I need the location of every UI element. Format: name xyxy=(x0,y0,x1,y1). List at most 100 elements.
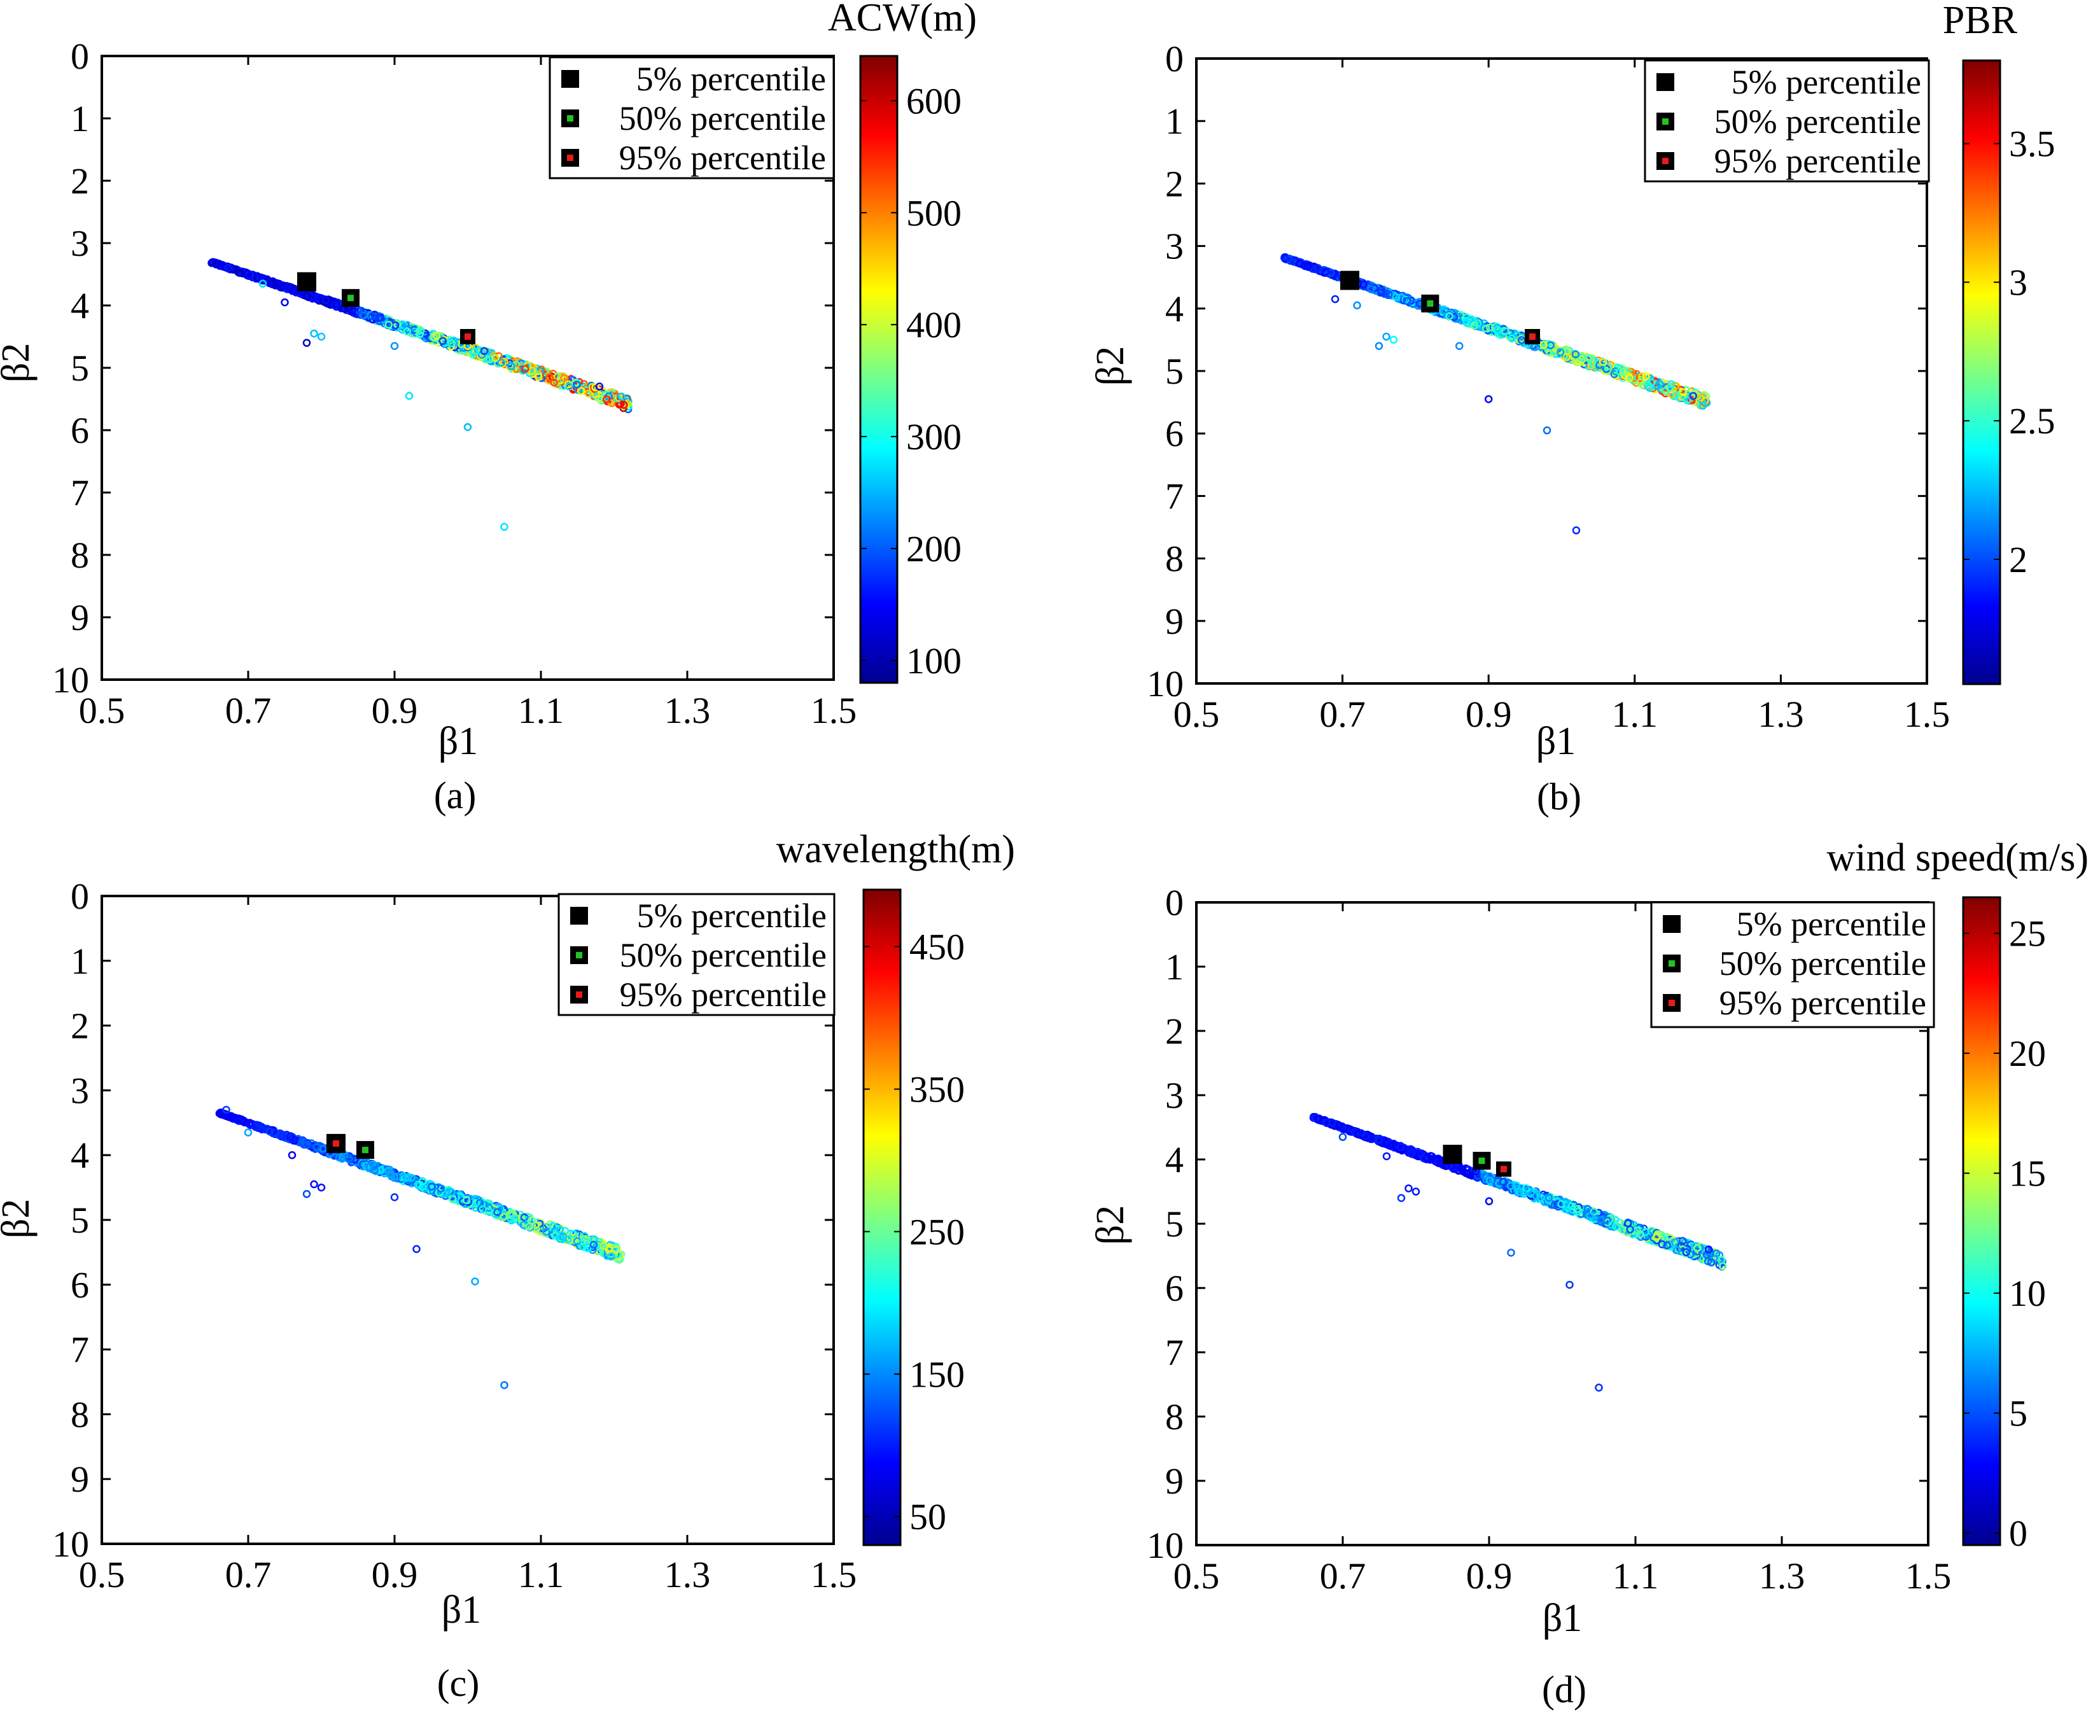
scatter-point xyxy=(507,1215,515,1223)
scatter-point xyxy=(1693,392,1702,400)
legend-label: 50% percentile xyxy=(619,99,826,137)
legend-box xyxy=(557,893,836,1016)
y-tick-label: 2 xyxy=(71,1005,89,1047)
scatter-point xyxy=(236,269,244,277)
scatter-point xyxy=(447,1188,456,1196)
outlier-point xyxy=(1382,1152,1391,1161)
scatter-point xyxy=(331,301,339,309)
y-tick-label: 6 xyxy=(1165,1268,1184,1309)
y-tick-label: 10 xyxy=(1147,1525,1184,1566)
x-tick-label: 1.5 xyxy=(811,690,857,731)
scatter-point xyxy=(1585,354,1594,363)
scatter-point xyxy=(1619,367,1628,376)
y-tick-label: 1 xyxy=(71,941,89,982)
scatter-point xyxy=(245,1119,253,1128)
scatter-point xyxy=(393,319,402,328)
colorbar-title: wavelength(m) xyxy=(776,828,1015,871)
x-tick-label: 0.5 xyxy=(1173,1555,1220,1597)
colorbar-tick-label: 2 xyxy=(2009,539,2027,580)
scatter-point xyxy=(1453,312,1462,321)
y-tick-label: 3 xyxy=(71,223,89,264)
scatter-point xyxy=(384,321,393,329)
outlier-point xyxy=(281,298,289,307)
scatter-point xyxy=(237,267,246,276)
y-tick-label: 5 xyxy=(71,347,89,389)
scatter-point xyxy=(1557,1200,1565,1208)
scatter-point xyxy=(1367,285,1375,293)
y-tick-label: 10 xyxy=(1147,663,1184,704)
colorbar-tick-label: 300 xyxy=(906,416,962,458)
y-tick-label: 5 xyxy=(71,1200,89,1241)
y-tick-label: 4 xyxy=(71,285,89,326)
scatter-point xyxy=(304,291,312,300)
scatter-point xyxy=(534,373,543,381)
scatter-point xyxy=(1403,297,1411,305)
scatter-point xyxy=(1642,372,1650,381)
scatter-point xyxy=(1524,1186,1533,1194)
outlier-point xyxy=(258,279,267,288)
y-tick-label: 8 xyxy=(1165,538,1184,580)
colorbar-tick-label: 150 xyxy=(909,1354,965,1395)
scatter-point xyxy=(1611,367,1620,375)
legend-marker xyxy=(561,70,579,88)
x-tick-label: 1.1 xyxy=(1612,694,1658,735)
scatter-point xyxy=(1495,1179,1503,1188)
scatter-point xyxy=(1607,1221,1616,1229)
y-tick-label: 5 xyxy=(1165,351,1184,392)
scatter-point xyxy=(447,339,456,347)
outlier-point xyxy=(595,382,604,391)
scatter-point xyxy=(580,1237,589,1245)
x-tick-label: 1.5 xyxy=(1905,1555,1952,1597)
scatter-point xyxy=(1450,313,1459,321)
scatter-point xyxy=(332,299,340,308)
panel-caption: (a) xyxy=(434,774,477,816)
scatter-point xyxy=(1656,380,1664,388)
y-tick-label: 2 xyxy=(1165,1011,1184,1052)
outlier-point xyxy=(1507,1249,1515,1257)
scatter-point xyxy=(1646,383,1655,391)
scatter-point xyxy=(521,365,529,373)
x-tick-label: 0.7 xyxy=(225,690,272,731)
scatter-point xyxy=(1485,1177,1494,1185)
scatter-point xyxy=(435,1188,444,1197)
scatter-point xyxy=(1686,1250,1695,1259)
y-tick-label: 4 xyxy=(1165,1139,1184,1180)
legend-box xyxy=(549,56,835,179)
scatter-point xyxy=(470,347,479,356)
y-tick-label: 7 xyxy=(1165,1332,1184,1373)
colorbar xyxy=(862,888,902,1546)
scatter-point xyxy=(1485,323,1494,332)
y-tick-label: 4 xyxy=(1165,288,1184,330)
outlier-point xyxy=(1484,395,1493,403)
outlier-point xyxy=(1382,332,1390,341)
scatter-point xyxy=(437,1184,445,1193)
scatter-point xyxy=(403,327,412,336)
panel-caption: (d) xyxy=(1542,1669,1586,1711)
scatter-points-c xyxy=(215,1105,626,1389)
scatter-point xyxy=(1537,1193,1545,1202)
scatter-point xyxy=(569,1229,578,1238)
colorbar-tick-label: 600 xyxy=(906,80,962,122)
scatter-point xyxy=(545,373,554,382)
scatter-point xyxy=(288,287,297,295)
scatter-point xyxy=(265,1127,274,1136)
y-tick-label: 2 xyxy=(71,160,89,202)
x-axis-label: β1 xyxy=(1543,1597,1583,1640)
panel-c: 0.5 0.7 0.9 1.1 1.3 1.5 0 1 2 3 4 5 6 7 8 9 10 β1 β2 5% per… xyxy=(0,828,1015,1704)
outlier-point xyxy=(222,1105,230,1114)
colorbar xyxy=(1962,896,2001,1546)
scatter-point xyxy=(1499,1177,1508,1186)
scatter-point xyxy=(458,1197,467,1206)
x-tick-label: 0.5 xyxy=(1173,694,1220,735)
scatter-point xyxy=(1678,1236,1687,1245)
legend-label: 50% percentile xyxy=(1714,102,1921,141)
legend-marker xyxy=(1656,73,1674,91)
scatter-point xyxy=(563,1235,572,1243)
colorbar-tick-label: 500 xyxy=(906,192,962,234)
colorbar xyxy=(859,55,899,684)
panel-caption: (b) xyxy=(1537,776,1581,818)
percentile-marker-5 xyxy=(1340,270,1360,290)
scatter-point xyxy=(542,1228,550,1236)
scatter-point xyxy=(1481,324,1490,333)
scatter-point xyxy=(1636,1230,1644,1238)
